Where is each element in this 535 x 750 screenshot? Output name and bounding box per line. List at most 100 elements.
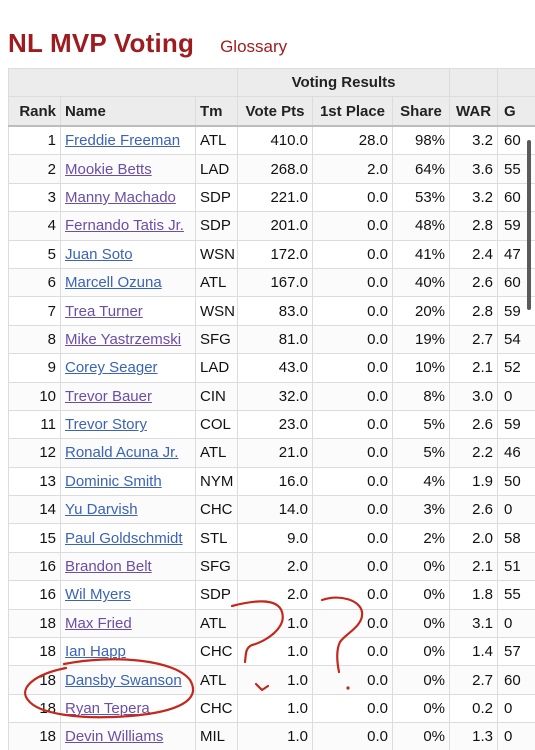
vote-pts-cell: 268.0: [237, 154, 313, 184]
vote-pts-cell: 2.0: [237, 551, 313, 582]
player-link[interactable]: Freddie Freeman: [65, 132, 181, 150]
column-header-team[interactable]: Tm: [195, 96, 238, 127]
player-link[interactable]: Paul Goldschmidt: [65, 529, 183, 547]
war-cell: 2.7: [449, 324, 499, 355]
vote-pts-cell: 81.0: [237, 324, 313, 355]
table-row: 10 Trevor Bauer CIN 32.0 0.0 8% 3.0 0: [8, 381, 535, 411]
first-place-cell: 0.0: [312, 296, 393, 326]
player-link[interactable]: Juan Soto: [65, 245, 133, 263]
share-cell: 0%: [391, 637, 451, 667]
vote-pts-cell: 23.0: [237, 409, 313, 440]
team-cell: ATL: [195, 608, 238, 639]
player-link[interactable]: Fernando Tatis Jr.: [65, 217, 184, 235]
games-cell: 46: [497, 438, 535, 468]
player-name-cell: Paul Goldschmidt: [60, 523, 196, 553]
table-row: 2 Mookie Betts LAD 268.0 2.0 64% 3.6 55: [8, 154, 535, 184]
team-cell: ATL: [195, 665, 238, 695]
player-name-cell: Manny Machado: [60, 182, 196, 213]
games-cell: 58: [497, 523, 535, 553]
war-cell: 3.2: [449, 182, 499, 213]
player-name-cell: Ryan Tepera: [60, 693, 196, 724]
over-header-row: Voting Results: [8, 68, 535, 97]
vote-pts-cell: 2.0: [237, 580, 313, 610]
table-row: 3 Manny Machado SDP 221.0 0.0 53% 3.2 60: [8, 182, 535, 213]
player-link[interactable]: Mookie Betts: [65, 160, 152, 178]
player-link[interactable]: Ronald Acuna Jr.: [65, 444, 179, 462]
share-cell: 0%: [391, 580, 451, 610]
column-header-rank[interactable]: Rank: [8, 96, 61, 127]
player-link[interactable]: Dominic Smith: [65, 472, 162, 490]
column-header-share[interactable]: Share: [391, 96, 451, 127]
rank-cell: 14: [8, 495, 61, 525]
share-cell: 5%: [391, 409, 451, 440]
war-cell: 3.1: [449, 608, 499, 639]
player-link[interactable]: Brandon Belt: [65, 558, 152, 576]
player-link[interactable]: Wil Myers: [65, 586, 131, 604]
share-cell: 20%: [391, 296, 451, 326]
share-cell: 4%: [391, 466, 451, 497]
voting-table-container[interactable]: Voting Results Rank Name Tm Vote Pts 1st…: [8, 68, 535, 750]
rank-cell: 16: [8, 551, 61, 582]
column-header-vote-pts[interactable]: Vote Pts: [237, 96, 313, 127]
player-link[interactable]: Ian Happ: [65, 643, 126, 661]
vote-pts-cell: 14.0: [237, 495, 313, 525]
rank-cell: 18: [8, 665, 61, 695]
rank-cell: 18: [8, 608, 61, 639]
player-name-cell: Dansby Swanson: [60, 665, 196, 695]
share-cell: 0%: [391, 551, 451, 582]
vertical-scrollbar[interactable]: [527, 140, 531, 310]
player-link[interactable]: Corey Seager: [65, 359, 158, 377]
first-place-cell: 0.0: [312, 495, 393, 525]
first-place-cell: 0.0: [312, 551, 393, 582]
vote-pts-cell: 43.0: [237, 353, 313, 383]
team-cell: MIL: [195, 722, 238, 750]
team-cell: LAD: [195, 353, 238, 383]
column-header-row: Rank Name Tm Vote Pts 1st Place Share WA…: [8, 96, 535, 127]
player-link[interactable]: Trevor Story: [65, 416, 147, 434]
rank-cell: 6: [8, 267, 61, 298]
rank-cell: 7: [8, 296, 61, 326]
share-cell: 53%: [391, 182, 451, 213]
vote-pts-cell: 1.0: [237, 608, 313, 639]
vote-pts-cell: 201.0: [237, 211, 313, 241]
share-cell: 64%: [391, 154, 451, 184]
page-header: NL MVP Voting Glossary: [8, 28, 287, 64]
first-place-cell: 0.0: [312, 239, 393, 269]
player-name-cell: Trevor Story: [60, 409, 196, 440]
column-header-name[interactable]: Name: [60, 96, 196, 127]
team-cell: CHC: [195, 495, 238, 525]
rank-cell: 5: [8, 239, 61, 269]
first-place-cell: 0.0: [312, 438, 393, 468]
column-header-war[interactable]: WAR: [449, 96, 499, 127]
player-link[interactable]: Trea Turner: [65, 302, 143, 320]
vote-pts-cell: 1.0: [237, 665, 313, 695]
player-name-cell: Mike Yastrzemski: [60, 324, 196, 355]
player-name-cell: Ian Happ: [60, 637, 196, 667]
column-header-first-place[interactable]: 1st Place: [312, 96, 393, 127]
war-cell: 2.8: [449, 296, 499, 326]
rank-cell: 4: [8, 211, 61, 241]
first-place-cell: 0.0: [312, 608, 393, 639]
player-link[interactable]: Yu Darvish: [65, 501, 138, 519]
table-row: 18 Devin Williams MIL 1.0 0.0 0% 1.3 0: [8, 722, 535, 750]
rank-cell: 16: [8, 580, 61, 610]
glossary-link[interactable]: Glossary: [220, 37, 288, 56]
war-cell: 2.7: [449, 665, 499, 695]
player-link[interactable]: Max Fried: [65, 614, 132, 632]
games-cell: 0: [497, 495, 535, 525]
player-link[interactable]: Ryan Tepera: [65, 700, 150, 717]
player-link[interactable]: Dansby Swanson: [65, 671, 182, 689]
table-row: 5 Juan Soto WSN 172.0 0.0 41% 2.4 47: [8, 239, 535, 269]
vote-pts-cell: 16.0: [237, 466, 313, 497]
table-row: 8 Mike Yastrzemski SFG 81.0 0.0 19% 2.7 54: [8, 324, 535, 355]
player-link[interactable]: Devin Williams: [65, 728, 164, 746]
share-cell: 0%: [391, 665, 451, 695]
player-name-cell: Dominic Smith: [60, 466, 196, 497]
player-link[interactable]: Trevor Bauer: [65, 387, 152, 405]
column-header-games[interactable]: G: [497, 96, 535, 127]
player-link[interactable]: Manny Machado: [65, 188, 176, 206]
games-cell: 60: [497, 665, 535, 695]
player-link[interactable]: Marcell Ozuna: [65, 274, 162, 292]
player-link[interactable]: Mike Yastrzemski: [65, 330, 182, 348]
team-cell: WSN: [195, 296, 238, 326]
